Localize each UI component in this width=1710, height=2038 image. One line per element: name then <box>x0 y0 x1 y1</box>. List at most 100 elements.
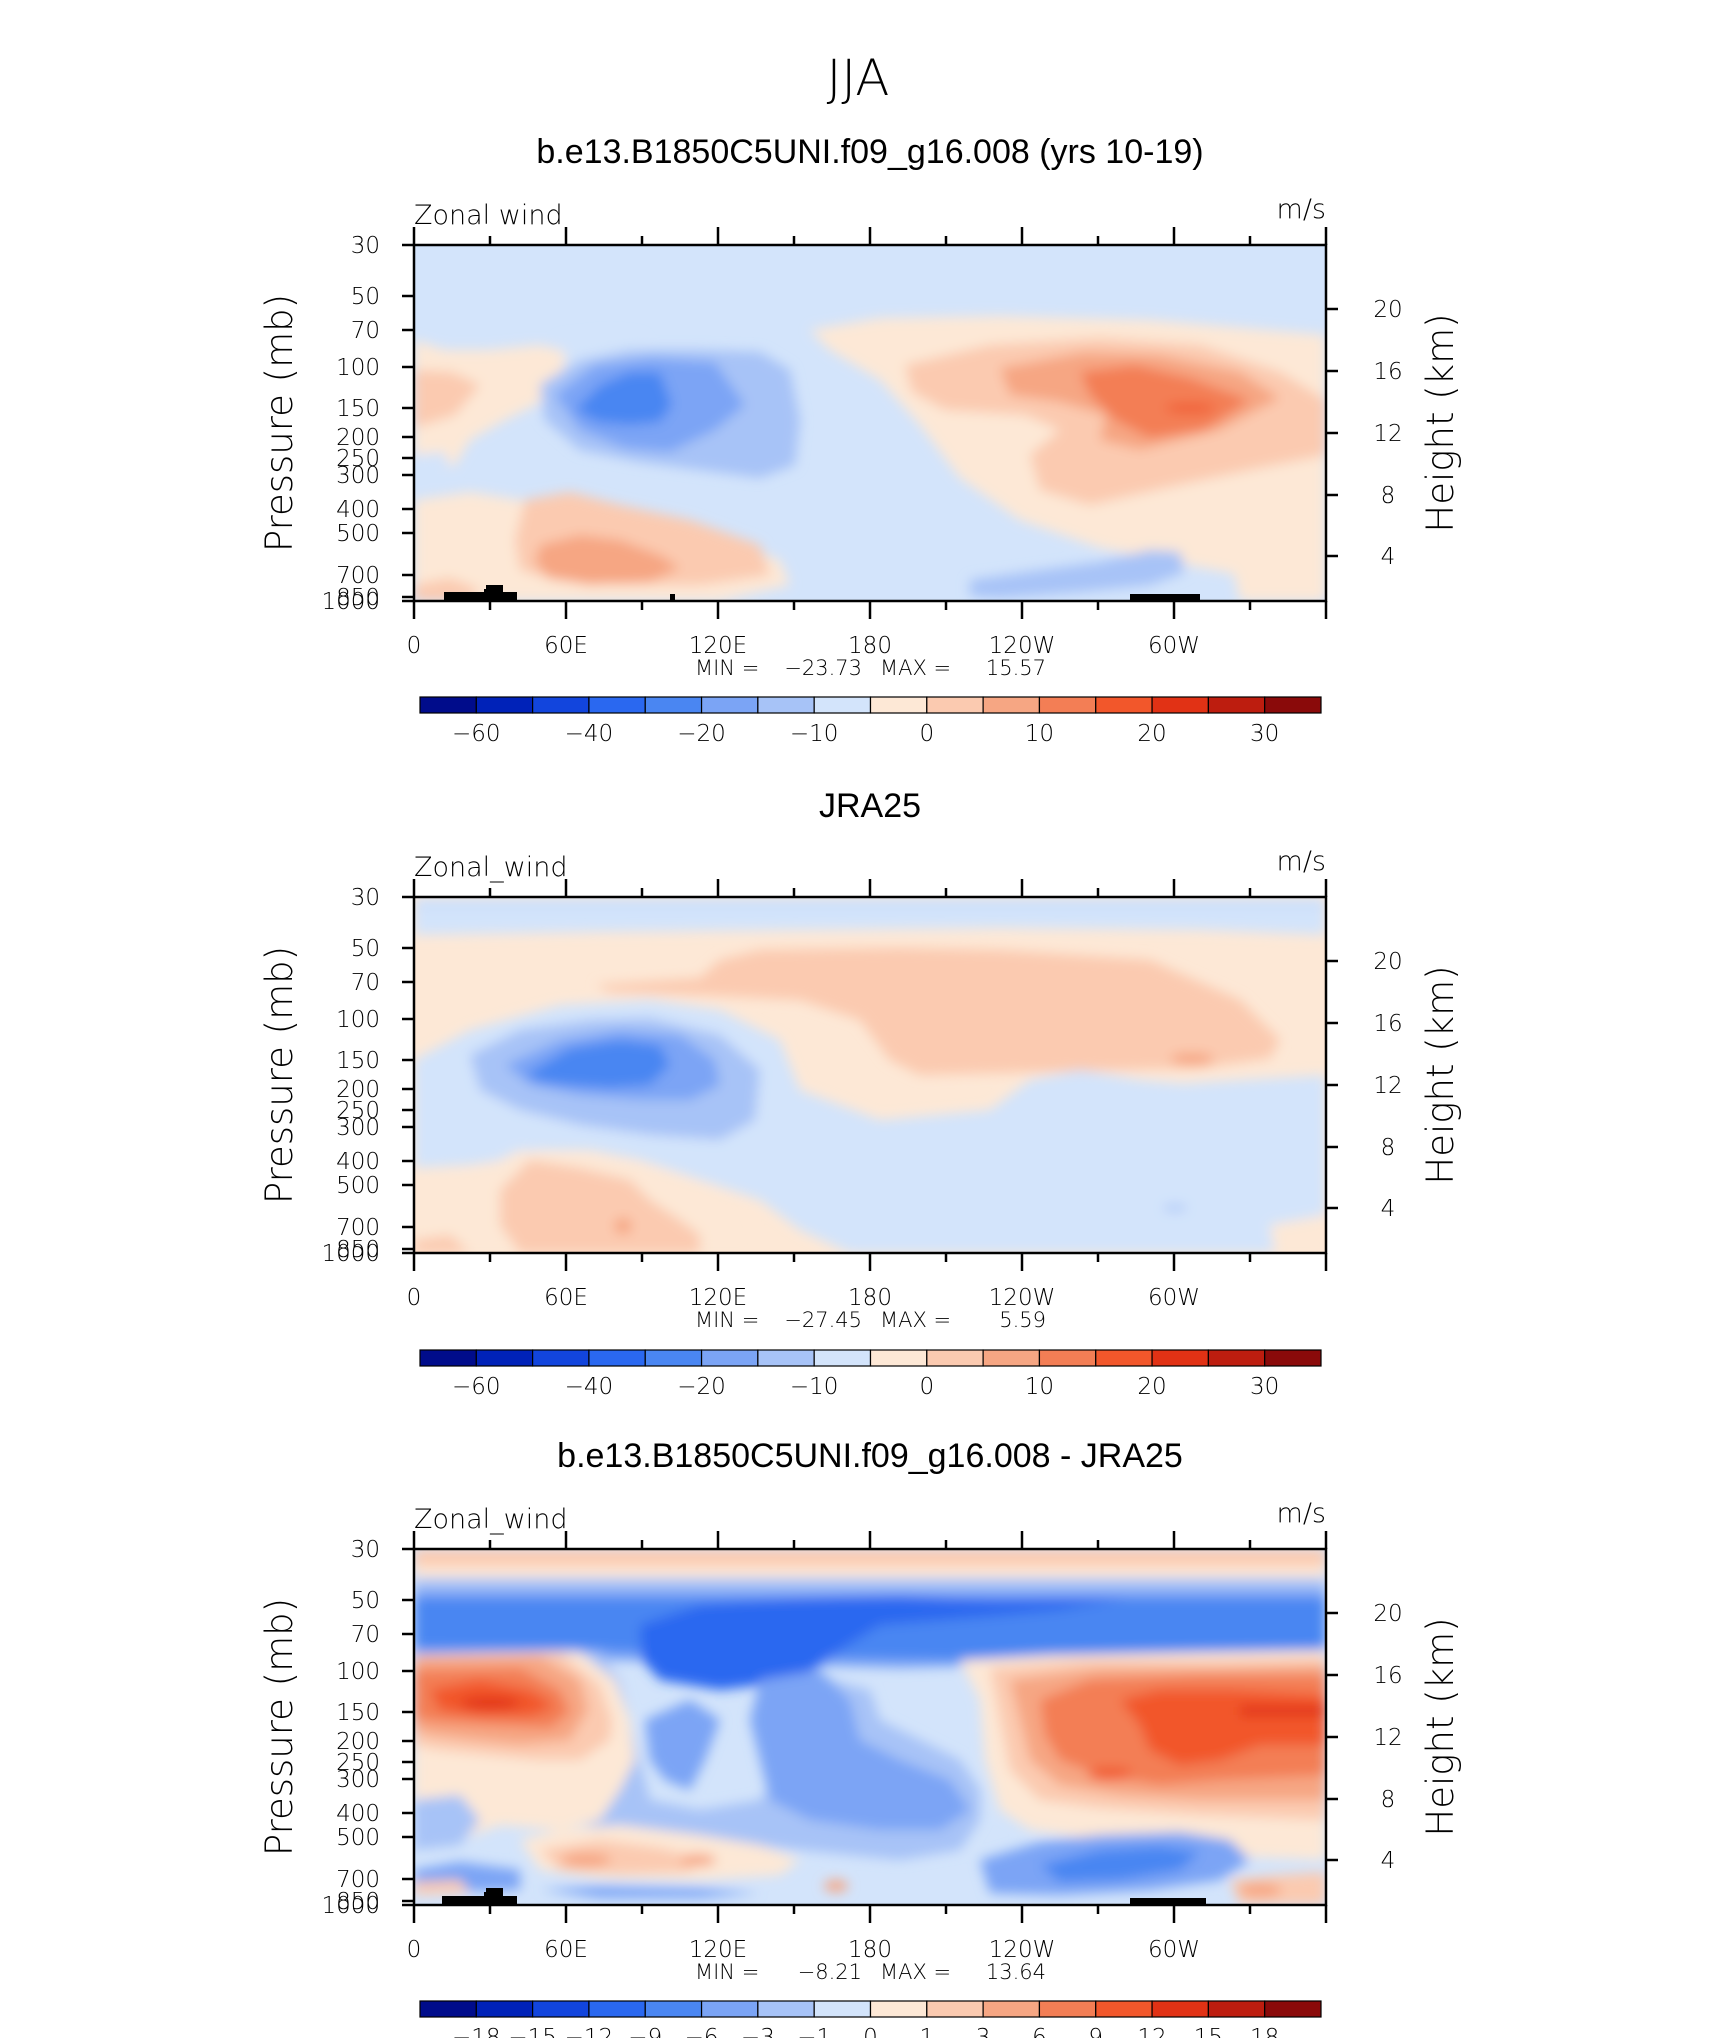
colorbar-label: 18 <box>1250 2025 1279 2038</box>
figure-title: JJA <box>827 49 890 107</box>
y-tick-label: 50 <box>351 284 380 310</box>
max-value: 15.57 <box>986 656 1046 680</box>
y2-tick-label: 16 <box>1373 359 1402 385</box>
colorbar-label: −12 <box>565 2025 614 2038</box>
y-tick-label: 30 <box>351 1537 380 1563</box>
colorbar-label: 1 <box>919 2025 934 2038</box>
min-label: MIN = <box>695 1308 759 1332</box>
y2-tick-label: 4 <box>1381 544 1396 570</box>
y-tick-label: 850 <box>336 585 380 611</box>
y-tick-label: 700 <box>336 1215 380 1241</box>
units-label: m/s <box>1277 846 1326 877</box>
colorbar-swatch <box>419 696 477 714</box>
colorbar-swatch <box>475 1349 534 1367</box>
y-tick-label: 700 <box>336 1867 380 1893</box>
min-value: −23.73 <box>784 656 862 680</box>
colorbar-swatch <box>475 2000 534 2018</box>
y-tick-label: 400 <box>336 497 380 523</box>
y-tick-label: 250 <box>336 1750 380 1776</box>
max-value: 5.59 <box>999 1308 1046 1332</box>
colorbar-swatch <box>419 1349 477 1367</box>
max-label: MAX = <box>880 1308 951 1332</box>
colorbar-swatch <box>757 1349 815 1367</box>
colorbar-swatch <box>813 696 872 714</box>
y-tick-label: 400 <box>336 1149 380 1175</box>
colorbar-swatch <box>532 1349 590 1367</box>
y2-tick-label: 16 <box>1373 1663 1402 1689</box>
y2-tick-label: 20 <box>1373 1601 1402 1627</box>
colorbar-label: −6 <box>685 2025 719 2038</box>
y-tick-label: 500 <box>336 521 380 547</box>
colorbar-swatch <box>813 1349 872 1367</box>
y2-tick-label: 12 <box>1373 421 1402 447</box>
colorbar-label: −20 <box>677 1374 726 1400</box>
y-tick-label: 70 <box>351 1622 380 1648</box>
colorbar-swatch <box>1038 2000 1097 2018</box>
colorbar: −18 −15 −12 −9 −6 −3 −1 0 1 3 6 9 12 15 18 <box>419 2000 1322 2038</box>
y-tick-label: 700 <box>336 563 380 589</box>
y-tick-label: 100 <box>336 355 380 381</box>
y-tick-label: 850 <box>336 1237 380 1263</box>
y-tick-label: 300 <box>336 1767 380 1793</box>
colorbar-swatch <box>1207 1349 1266 1367</box>
panel-title: b.e13.B1850C5UNI.f09_g16.008 - JRA25 <box>557 1437 1183 1475</box>
y-tick-label: 150 <box>336 396 380 422</box>
panel-title: b.e13.B1850C5UNI.f09_g16.008 (yrs 10-19) <box>536 133 1203 171</box>
colorbar-swatch <box>926 1349 984 1367</box>
colorbar-label: 12 <box>1137 2025 1166 2038</box>
colorbar-label: −1 <box>797 2025 831 2038</box>
colorbar-swatch <box>1038 1349 1097 1367</box>
colorbar-swatch <box>1151 1349 1209 1367</box>
colorbar-swatch <box>757 696 815 714</box>
y-tick-label: 250 <box>336 1098 380 1124</box>
x-tick-label: 60E <box>544 1285 588 1311</box>
y-axis-title: Pressure (mb) <box>258 294 301 552</box>
y-tick-label: 400 <box>336 1801 380 1827</box>
y-tick-label: 100 <box>336 1659 380 1685</box>
colorbar-swatch <box>757 2000 815 2018</box>
colorbar-swatch <box>1095 1349 1153 1367</box>
panel-jra25: JRA25 Zonal_wind m/s <box>258 787 1462 1400</box>
min-value: −27.45 <box>784 1308 862 1332</box>
colorbar-label: 30 <box>1250 1374 1279 1400</box>
x-tick-label: 0 <box>407 1285 422 1311</box>
colorbar-label: −10 <box>790 721 839 747</box>
y-tick-label: 150 <box>336 1048 380 1074</box>
y2-tick-label: 4 <box>1381 1196 1396 1222</box>
max-label: MAX = <box>880 1960 951 1984</box>
y-tick-label: 200 <box>336 1077 380 1103</box>
y-tick-label: 300 <box>336 463 380 489</box>
y-tick-label: 500 <box>336 1825 380 1851</box>
colorbar-swatch <box>588 1349 646 1367</box>
y-tick-label: 30 <box>351 885 380 911</box>
y2-tick-label: 4 <box>1381 1848 1396 1874</box>
colorbar-swatch <box>1207 2000 1266 2018</box>
y-tick-label: 500 <box>336 1173 380 1199</box>
colorbar-label: 10 <box>1025 1374 1054 1400</box>
colorbar-swatch <box>1264 2000 1322 2018</box>
x-tick-label: 180 <box>848 1285 892 1311</box>
colorbar-label: −15 <box>508 2025 557 2038</box>
contour-field <box>414 1549 1326 1905</box>
x-tick-label: 0 <box>407 633 422 659</box>
y-tick-label: 1000 <box>321 589 380 615</box>
colorbar-label: 9 <box>1088 2025 1103 2038</box>
x-tick-label: 120E <box>689 1285 747 1311</box>
colorbar-label: 15 <box>1194 2025 1223 2038</box>
colorbar-swatch <box>532 2000 590 2018</box>
y-tick-label: 200 <box>336 425 380 451</box>
colorbar-swatch <box>475 696 534 714</box>
colorbar-swatch <box>982 1349 1041 1367</box>
colorbar-label: −10 <box>790 1374 839 1400</box>
colorbar-swatch <box>869 696 928 714</box>
colorbar-label: −40 <box>565 721 614 747</box>
y2-tick-label: 8 <box>1381 1787 1396 1813</box>
colorbar-swatch <box>869 2000 928 2018</box>
y2-axis-title: Height (km) <box>1419 1617 1462 1836</box>
colorbar-swatch <box>926 696 984 714</box>
y-axis-title: Pressure (mb) <box>258 946 301 1204</box>
y-tick-label: 50 <box>351 936 380 962</box>
x-tick-label: 60W <box>1148 1285 1200 1311</box>
x-tick-label: 120W <box>989 1937 1056 1963</box>
y2-tick-label: 20 <box>1373 949 1402 975</box>
